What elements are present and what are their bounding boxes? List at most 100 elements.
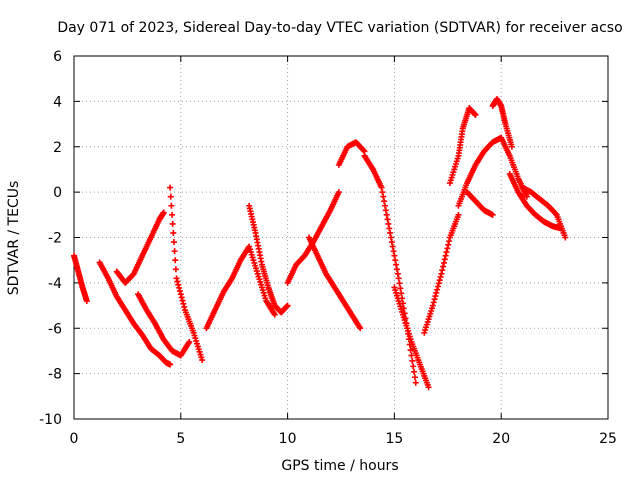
data-point-interp — [397, 285, 404, 292]
data-point — [173, 275, 180, 282]
x-tick-label: 20 — [492, 431, 510, 447]
data-point-interp — [436, 277, 443, 284]
data-point-interp — [388, 239, 395, 246]
data-point — [455, 211, 462, 218]
data-point-interp — [177, 291, 184, 298]
data-point-interp — [380, 193, 387, 200]
data-point-interp — [443, 249, 450, 256]
y-tick-label: 6 — [53, 49, 62, 65]
data-point-interp — [440, 259, 447, 266]
data-point-interp — [411, 368, 418, 375]
grid — [74, 56, 608, 419]
data-point-interp — [552, 210, 559, 217]
data-point-interp — [434, 283, 441, 290]
data-point-interp — [407, 347, 414, 354]
chart-title: Day 071 of 2023, Sidereal Day-to-day VTE… — [57, 20, 622, 36]
data-point-interp — [181, 303, 188, 310]
y-tick-label: -10 — [39, 412, 62, 428]
data-point — [562, 234, 569, 241]
data-point-interp — [168, 202, 175, 209]
y-tick-label: 0 — [53, 185, 62, 201]
x-tick-label: 10 — [279, 431, 297, 447]
data-point-interp — [396, 280, 403, 287]
data-point — [160, 209, 167, 216]
data-point — [357, 325, 364, 332]
data-point-interp — [391, 252, 398, 259]
data-point — [489, 211, 496, 218]
data-point-interp — [431, 296, 438, 303]
data-point-interp — [430, 299, 437, 306]
data-point-interp — [389, 243, 396, 250]
data-point-interp — [360, 147, 367, 154]
data-point-interp — [394, 270, 401, 277]
data-point-interp — [390, 248, 397, 255]
data-point — [387, 229, 394, 236]
y-tick-label: -8 — [48, 367, 62, 383]
data-point-interp — [386, 225, 393, 232]
data-point-interp — [437, 273, 444, 280]
data-point — [199, 357, 206, 364]
data-point-interp — [393, 266, 400, 273]
data-point — [472, 111, 479, 118]
y-tick-label: -4 — [48, 276, 62, 292]
data-point-interp — [382, 202, 389, 209]
data-point — [395, 275, 402, 282]
y-tick-label: -2 — [48, 231, 62, 247]
x-tick-label: 25 — [599, 431, 617, 447]
data-point-interp — [383, 211, 390, 218]
data-point-interp — [434, 286, 441, 293]
data-point-interp — [179, 297, 186, 304]
axis-ticks: 0 5 10 15 20 25 -10 -8 -6 -4 -2 0 2 4 6 — [39, 49, 617, 447]
data-point-interp — [172, 257, 179, 264]
x-tick-label: 15 — [385, 431, 403, 447]
data-point-interp — [171, 248, 178, 255]
x-tick-label: 0 — [70, 431, 79, 447]
data-point-interp — [381, 198, 388, 205]
data-point-interp — [410, 363, 417, 370]
data-point-interp — [446, 238, 453, 245]
data-point — [83, 298, 90, 305]
x-axis-label: GPS time / hours — [281, 458, 398, 474]
data-point — [429, 302, 436, 309]
data-point-interp — [442, 252, 449, 259]
data-point-interp — [175, 281, 182, 288]
data-point — [271, 311, 278, 318]
data-point-interp — [169, 220, 176, 227]
data-point-interp — [440, 263, 447, 270]
data-point-interp — [433, 289, 440, 296]
data-points — [71, 96, 569, 391]
data-point-interp — [178, 294, 185, 301]
data-point — [523, 193, 530, 200]
data-point-interp — [169, 211, 176, 218]
y-tick-label: 4 — [53, 94, 62, 110]
data-point-interp — [170, 239, 177, 246]
data-point — [412, 379, 419, 386]
y-tick-label: 2 — [53, 140, 62, 156]
data-point-interp — [167, 193, 174, 200]
data-point-interp — [411, 374, 418, 381]
data-point — [335, 189, 342, 196]
data-point-interp — [387, 234, 394, 241]
data-point-interp — [398, 290, 405, 297]
data-point-interp — [409, 357, 416, 364]
data-point-interp — [172, 266, 179, 273]
data-point-interp — [174, 278, 181, 285]
data-point — [378, 184, 385, 191]
data-point — [508, 143, 515, 150]
data-point — [167, 184, 174, 191]
data-point-interp — [439, 267, 446, 274]
data-point-interp — [385, 220, 392, 227]
data-point-interp — [392, 257, 399, 264]
data-point-interp — [435, 280, 442, 287]
data-point-interp — [445, 241, 452, 248]
data-point-interp — [176, 288, 183, 295]
data-point — [167, 361, 174, 368]
data-point — [425, 384, 432, 391]
data-point-interp — [170, 229, 177, 236]
y-axis-label: SDTVAR / TECUs — [6, 181, 22, 296]
x-tick-label: 5 — [176, 431, 185, 447]
data-point-interp — [444, 245, 451, 252]
data-point — [438, 270, 445, 277]
data-point-interp — [441, 256, 448, 263]
